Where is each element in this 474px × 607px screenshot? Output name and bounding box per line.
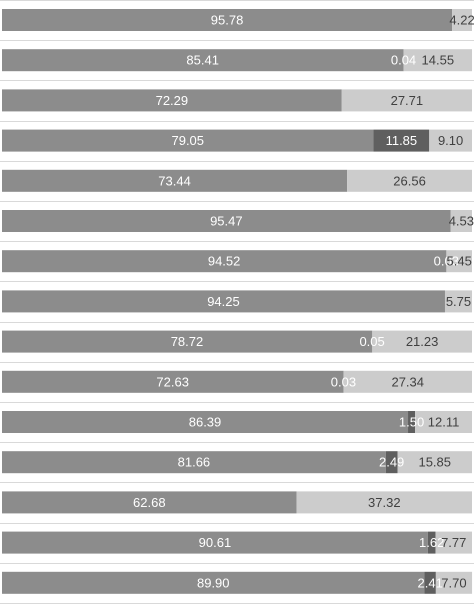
bar-segment — [2, 49, 404, 72]
data-label: 11.85 — [386, 133, 418, 148]
data-label: 2.41 — [418, 575, 443, 590]
bar-segment — [373, 129, 430, 152]
data-label: 95.78 — [211, 13, 244, 28]
data-label: 0.03 — [434, 254, 459, 269]
data-label: 26.56 — [393, 173, 426, 188]
data-label: 95.47 — [210, 214, 243, 229]
data-label: 62.68 — [133, 495, 166, 510]
data-label: 86.39 — [189, 415, 222, 430]
data-label: 4.53 — [449, 214, 474, 229]
bar-segment — [2, 129, 374, 152]
bar-segment — [2, 411, 409, 433]
bar-segment — [2, 169, 348, 192]
bar-segment — [435, 571, 473, 594]
bar-segment — [2, 330, 372, 353]
data-label: 37.32 — [368, 495, 401, 510]
data-label: 85.41 — [186, 53, 219, 68]
bar-segment — [2, 451, 386, 474]
data-label: 2.49 — [379, 455, 404, 470]
data-label: 15.85 — [418, 455, 451, 470]
bar-segment — [2, 491, 297, 514]
bar-segment — [2, 370, 344, 393]
data-label: 5.45 — [447, 254, 472, 269]
bar-segment — [435, 531, 472, 554]
bar-segment — [347, 169, 472, 192]
data-label: 81.66 — [178, 455, 211, 470]
data-label: 7.77 — [441, 535, 466, 550]
data-label: 0.05 — [359, 334, 384, 349]
bar-segment — [2, 210, 451, 232]
bar-segment — [450, 210, 472, 232]
bar-segment — [2, 250, 447, 273]
data-labels: 95.78 4.22 85.41 0.04 14.55 72.29 27.71 79.05 11… — [133, 13, 474, 591]
bar-segment — [341, 89, 472, 112]
bar-segment — [2, 571, 425, 594]
bar-segment — [403, 49, 473, 72]
data-label: 94.52 — [208, 254, 241, 269]
data-label: 79.05 — [171, 133, 204, 148]
data-label: 5.75 — [446, 294, 471, 309]
data-label: 4.22 — [449, 13, 474, 28]
data-label: 0.04 — [391, 53, 416, 68]
data-label: 7.70 — [441, 575, 466, 590]
data-label: 94.25 — [207, 294, 240, 309]
data-label: 73.44 — [158, 173, 191, 188]
bar-segment — [343, 370, 472, 393]
bar-segment — [2, 89, 342, 112]
data-label: 27.71 — [391, 93, 424, 108]
data-label: 21.23 — [406, 334, 439, 349]
bar-segment — [427, 531, 436, 554]
data-label: 89.90 — [197, 575, 230, 590]
bar-segment — [2, 9, 453, 31]
data-label: 1.50 — [399, 415, 424, 430]
data-label: 72.63 — [156, 374, 189, 389]
bar-segment — [424, 571, 436, 594]
data-label: 14.55 — [422, 53, 455, 68]
bar-segment — [429, 129, 472, 152]
bar-segment — [452, 9, 472, 31]
bar-segment — [408, 411, 416, 433]
data-label: 90.61 — [199, 535, 232, 550]
data-label: 27.34 — [391, 374, 424, 389]
data-label: 0.03 — [331, 374, 356, 389]
bar-segment — [446, 250, 472, 273]
bar-segment — [2, 290, 445, 313]
bar-segment — [296, 491, 472, 514]
data-label: 9.10 — [438, 133, 463, 148]
bar-segment — [372, 330, 472, 353]
data-label: 12.11 — [428, 415, 460, 430]
bar-segment — [397, 451, 472, 474]
bar-segment — [2, 531, 428, 554]
data-label: 72.29 — [156, 93, 189, 108]
bar-segment — [415, 411, 472, 433]
data-label: 1.62 — [419, 535, 444, 550]
bar-segment — [385, 451, 398, 474]
bars — [2, 9, 473, 594]
bar-segment — [444, 290, 473, 313]
data-label: 78.72 — [171, 334, 204, 349]
